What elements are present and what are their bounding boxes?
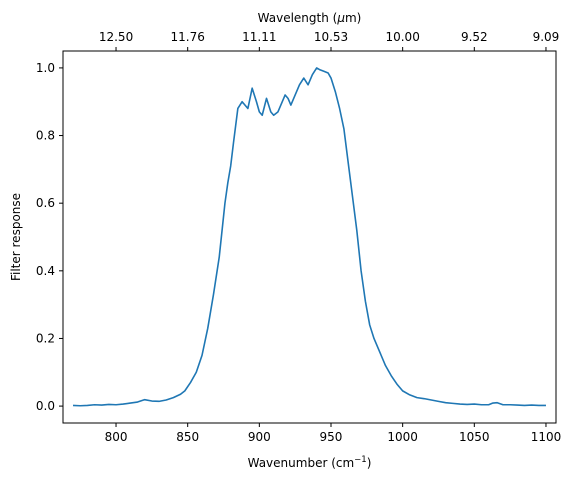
y-tick-label: 0.4 — [36, 264, 55, 278]
x-axis-label-text: Wavenumber (cm — [248, 456, 355, 470]
x-tick-label: 1100 — [531, 430, 562, 444]
top-x-axis-label-suffix: m) — [345, 11, 361, 25]
y-tick-label: 0.8 — [36, 129, 55, 143]
y-tick-label: 0.6 — [36, 196, 55, 210]
left-y-axis: 0.0 0.2 0.4 0.6 0.8 1.0 — [36, 61, 63, 413]
top-tick-label: 10.00 — [385, 30, 419, 44]
y-tick-label: 0.0 — [36, 399, 55, 413]
top-x-axis-label-mu: μ — [336, 11, 345, 25]
plot-frame — [62, 50, 557, 424]
top-tick-label: 12.50 — [99, 30, 133, 44]
top-tick-label: 9.52 — [461, 30, 488, 44]
y-tick-label: 0.2 — [36, 331, 55, 345]
x-axis-label-superscript: −1 — [354, 455, 367, 465]
y-tick-label: 1.0 — [36, 61, 55, 75]
y-axis-label: Filter response — [9, 193, 23, 281]
top-tick-label: 9.09 — [533, 30, 560, 44]
top-x-axis-label: Wavelength (μm) — [258, 11, 362, 25]
top-x-axis: 12.50 11.76 11.11 10.53 10.00 9.52 9.09 — [99, 30, 559, 51]
x-axis-label: Wavenumber (cm−1) — [248, 455, 372, 470]
top-tick-label: 11.11 — [242, 30, 276, 44]
x-tick-label: 800 — [105, 430, 128, 444]
top-x-axis-label-text: Wavelength ( — [258, 11, 338, 25]
x-tick-label: 1050 — [459, 430, 490, 444]
top-tick-label: 11.76 — [171, 30, 205, 44]
x-tick-label: 950 — [320, 430, 343, 444]
x-tick-label: 850 — [176, 430, 199, 444]
x-tick-label: 900 — [248, 430, 271, 444]
bottom-x-axis: 800 850 900 950 1000 1050 1100 — [105, 423, 562, 444]
top-tick-label: 10.53 — [314, 30, 348, 44]
filter-response-series-line — [72, 67, 546, 407]
x-tick-label: 1000 — [387, 430, 418, 444]
x-axis-label-suffix: ) — [367, 456, 372, 470]
